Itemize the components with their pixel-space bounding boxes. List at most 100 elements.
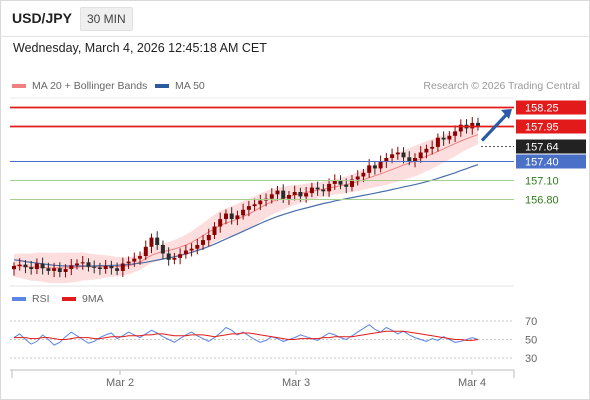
candle-body: [355, 176, 360, 180]
candle-body: [315, 187, 320, 190]
9ma-swatch: [62, 297, 76, 302]
rsi-tick-label: 30: [525, 353, 537, 365]
legend-rsi: RSI: [12, 293, 50, 305]
candle-body: [40, 263, 45, 269]
candle-body: [298, 192, 303, 197]
candle-body: [92, 266, 97, 268]
candle-body: [258, 200, 263, 205]
bollinger-band: [14, 125, 478, 284]
candle-body: [109, 266, 114, 269]
candle-body: [178, 254, 183, 258]
candle-body: [115, 268, 120, 271]
candle-body: [12, 266, 16, 270]
candle-body: [395, 152, 400, 155]
ma50-swatch: [155, 84, 169, 89]
candle-body: [195, 245, 200, 249]
candle-body: [390, 154, 395, 158]
candle-body: [275, 190, 280, 195]
candle-body: [378, 161, 383, 169]
rsi-tick-label: 50: [525, 335, 537, 347]
forecast-arrow: [480, 111, 510, 142]
current-price-label: 157.64: [525, 142, 559, 154]
candle-body: [23, 264, 28, 268]
level-tag-pivot: [516, 154, 586, 169]
candle-body: [407, 157, 412, 161]
candle-body: [441, 137, 446, 140]
level-label: 157.10: [525, 176, 559, 188]
level-label: 157.95: [525, 122, 559, 134]
candle-body: [372, 165, 377, 169]
candle-body: [252, 204, 257, 207]
candle-body: [401, 152, 406, 158]
candle-body: [447, 135, 452, 140]
candle-body: [34, 263, 39, 269]
candle-body: [46, 268, 51, 271]
legend-ma50: MA 50: [155, 80, 205, 92]
candle-body: [166, 253, 171, 260]
candle-body: [344, 184, 349, 187]
candle-body: [453, 131, 458, 136]
datetime-label: Wednesday, March 4, 2026 12:45:18 AM CET: [13, 41, 267, 55]
ma20-swatch: [12, 84, 26, 89]
candle-body: [304, 193, 309, 197]
x-tick-label: Mar 4: [458, 377, 486, 389]
rsi-swatch: [12, 297, 26, 302]
candle-body: [160, 245, 165, 254]
candle-body: [224, 213, 228, 219]
current-price-tag: [516, 139, 586, 154]
candle-body: [435, 137, 440, 147]
candle-body: [103, 266, 108, 269]
candle-body: [430, 146, 435, 149]
candle-body: [183, 250, 188, 255]
x-tick-label: Mar 3: [282, 377, 310, 389]
ma50-line: [13, 164, 479, 267]
rsi-ma-line: [14, 330, 479, 341]
ma20-line: [14, 134, 479, 269]
forecast-arrowhead: [501, 109, 512, 119]
candle-body: [201, 240, 205, 245]
candle-body: [246, 206, 251, 210]
candle-body: [52, 268, 57, 271]
level-tag-resistance: [516, 119, 586, 134]
candle-body: [384, 158, 389, 162]
legend-9ma: 9MA: [62, 293, 104, 305]
candle-body: [218, 219, 223, 227]
symbol-label: USD/JPY: [12, 10, 72, 26]
level-tag-resistance: [516, 100, 586, 115]
legend-ma20: MA 20 + Bollinger Bands: [12, 80, 147, 92]
candle-body: [327, 183, 332, 192]
candle-body: [143, 246, 148, 256]
chart-header: USD/JPY 30 MIN: [0, 0, 590, 37]
candle-body: [476, 122, 480, 127]
candle-body: [229, 213, 234, 219]
candle-body: [63, 269, 68, 272]
level-label: 158.25: [525, 103, 559, 115]
level-label: 156.80: [525, 195, 559, 207]
candle-body: [29, 267, 34, 269]
candle-body: [367, 165, 372, 173]
candle-body: [206, 235, 211, 241]
x-tick-label: Mar 2: [106, 377, 134, 389]
candle-body: [309, 187, 314, 194]
candle-body: [458, 124, 463, 132]
candle-body: [120, 263, 125, 271]
candle-body: [287, 195, 291, 199]
candle-body: [138, 256, 142, 259]
candle-body: [75, 263, 79, 266]
candle-body: [332, 180, 337, 184]
candle-body: [172, 257, 177, 260]
candle-body: [338, 180, 343, 185]
candle-body: [17, 264, 22, 267]
level-label: 157.40: [525, 157, 559, 169]
candle-body: [86, 262, 91, 267]
candle-body: [413, 158, 417, 161]
timeframe-button[interactable]: 30 MIN: [80, 7, 133, 31]
candle-body: [69, 265, 74, 269]
candle-body: [57, 268, 62, 272]
candle-body: [212, 226, 217, 235]
9ma-label: 9MA: [82, 293, 104, 305]
candle-body: [281, 190, 286, 199]
candle-body: [80, 262, 85, 264]
rsi-label: RSI: [32, 293, 50, 305]
